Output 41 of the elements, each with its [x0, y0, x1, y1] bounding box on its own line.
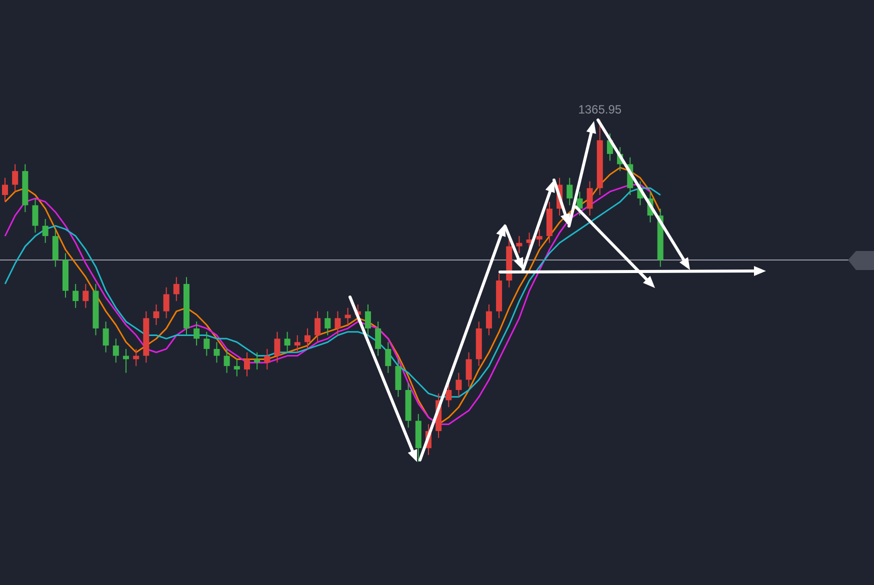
candlestick — [244, 352, 250, 377]
candlestick — [234, 358, 240, 377]
candlestick — [395, 358, 402, 398]
candlestick — [375, 321, 382, 356]
candlestick — [82, 283, 89, 308]
candlestick — [264, 348, 270, 370]
candlestick — [32, 198, 38, 234]
candlestick — [204, 331, 210, 356]
candlestick — [254, 352, 260, 370]
candlestick — [194, 321, 200, 346]
candlestick — [102, 321, 109, 353]
candlestick — [304, 328, 310, 350]
candlestick — [385, 342, 392, 374]
candlestick — [72, 283, 79, 308]
candlestick — [284, 331, 290, 353]
candlestick — [586, 180, 593, 216]
candlestick — [2, 177, 8, 202]
candlestick — [42, 218, 48, 244]
candlestick — [163, 286, 170, 319]
candlestick — [314, 310, 321, 343]
candlestick — [456, 372, 462, 398]
candlestick — [52, 228, 58, 268]
candlestick — [486, 304, 492, 336]
candlestick — [112, 338, 119, 364]
candlestick — [324, 310, 331, 336]
candlestick — [274, 331, 280, 364]
candlestick — [153, 304, 160, 326]
candlestick — [214, 342, 220, 364]
candlestick — [446, 382, 452, 408]
candlestick — [566, 177, 573, 206]
candlestick — [173, 276, 180, 302]
candlestick — [344, 307, 351, 326]
candlestick — [294, 334, 300, 353]
candlestick — [12, 164, 18, 192]
candlestick — [334, 310, 341, 336]
candlestick — [224, 348, 230, 374]
candlestick — [516, 236, 522, 254]
candlestick — [466, 352, 472, 388]
candlestick — [364, 304, 371, 336]
candlestick — [536, 228, 542, 247]
annotation: 1365.95 — [578, 102, 622, 117]
